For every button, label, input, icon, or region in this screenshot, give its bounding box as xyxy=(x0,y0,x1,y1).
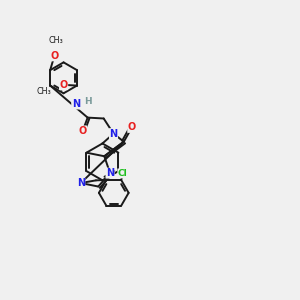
Text: O: O xyxy=(59,80,68,90)
Text: O: O xyxy=(79,126,87,136)
Text: CH₃: CH₃ xyxy=(48,36,63,45)
Text: N: N xyxy=(77,178,85,188)
Text: N: N xyxy=(106,168,114,178)
Text: CH₃: CH₃ xyxy=(37,87,52,96)
Text: N: N xyxy=(110,129,118,139)
Text: O: O xyxy=(50,51,59,61)
Text: O: O xyxy=(128,122,136,132)
Text: N: N xyxy=(72,99,80,109)
Text: Cl: Cl xyxy=(118,169,128,178)
Text: H: H xyxy=(84,97,92,106)
